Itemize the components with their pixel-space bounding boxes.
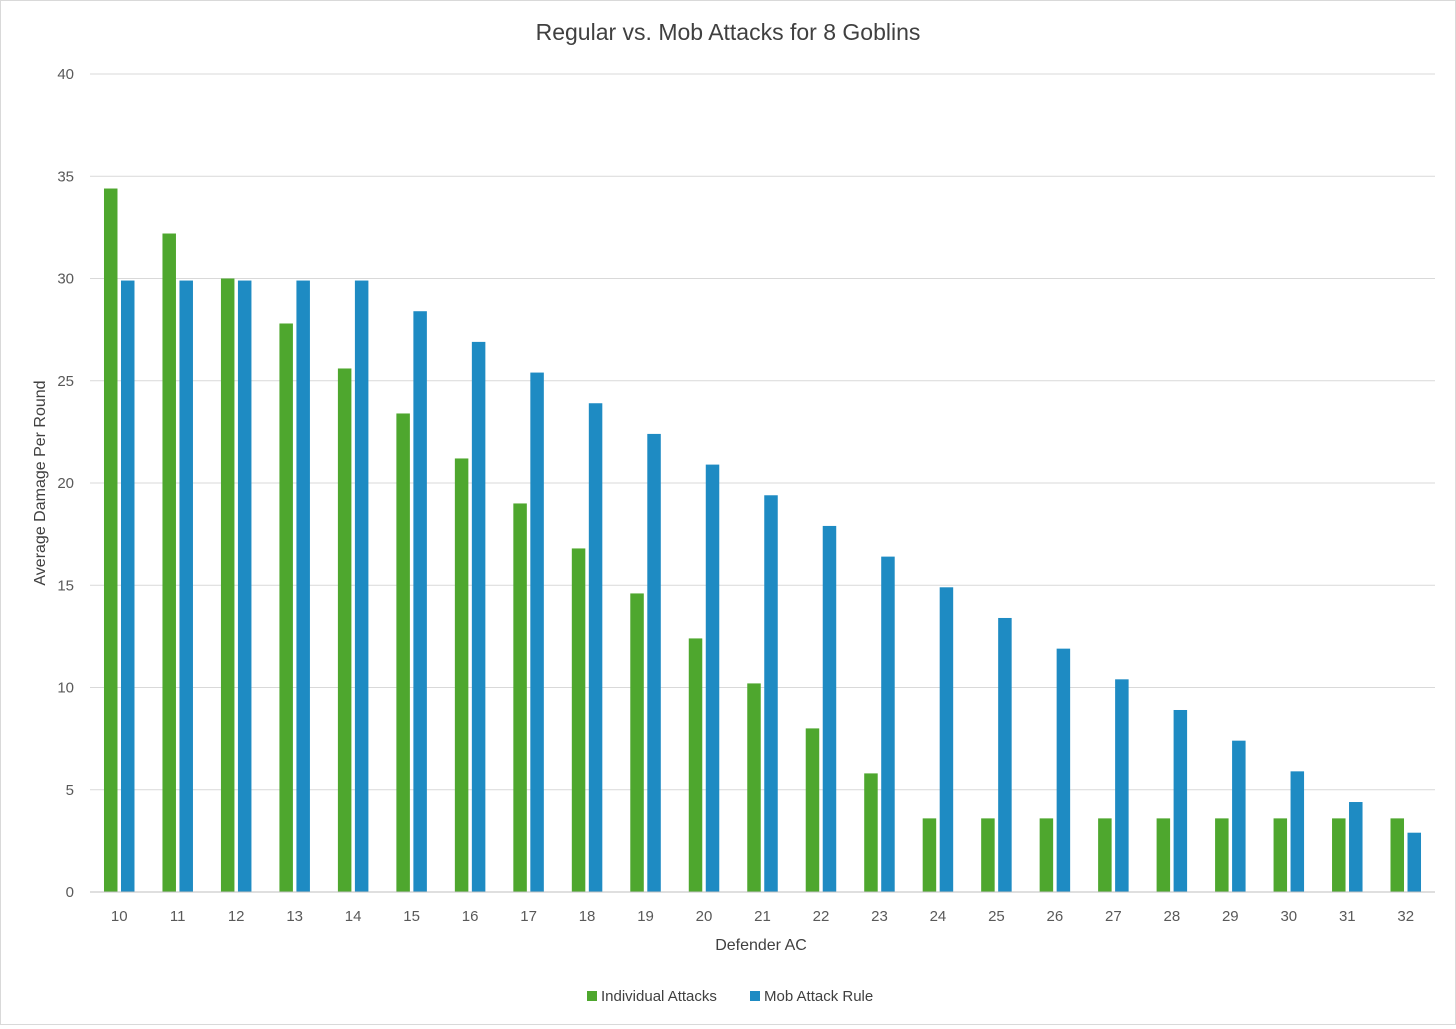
legend-label-mob-attack-rule: Mob Attack Rule (764, 988, 873, 1005)
x-tick-label: 20 (696, 908, 713, 925)
bar-mob-attack-rule-18 (588, 403, 603, 892)
bar-mob-attack-rule-23 (881, 556, 895, 892)
y-tick-label: 20 (57, 475, 74, 492)
bar-mob-attack-rule-26 (1056, 648, 1071, 892)
bar-individual-attacks-29 (1215, 818, 1229, 892)
bar-mob-attack-rule-17 (530, 372, 544, 892)
bar-mob-attack-rule-32 (1407, 832, 1422, 892)
y-tick-label: 25 (57, 373, 74, 390)
x-tick-label: 15 (403, 908, 420, 925)
bar-individual-attacks-12 (220, 278, 235, 892)
bar-individual-attacks-15 (396, 413, 410, 892)
y-tick-label: 30 (57, 271, 74, 288)
bars (103, 188, 1422, 893)
x-tick-label: 19 (637, 908, 654, 925)
bar-mob-attack-rule-19 (647, 433, 661, 892)
x-tick-label: 26 (1047, 908, 1064, 925)
x-tick-label: 31 (1339, 908, 1356, 925)
y-axis-title: Average Damage Per Round (32, 380, 49, 585)
x-tick-label: 32 (1397, 908, 1414, 925)
bar-mob-attack-rule-24 (939, 587, 954, 892)
x-tick-label: 28 (1164, 908, 1181, 925)
bar-individual-attacks-19 (630, 593, 644, 892)
bar-mob-attack-rule-29 (1232, 740, 1246, 892)
bar-mob-attack-rule-14 (354, 280, 369, 892)
bar-mob-attack-rule-31 (1349, 802, 1363, 892)
bar-individual-attacks-11 (162, 233, 176, 892)
bar-mob-attack-rule-11 (179, 280, 193, 892)
bar-mob-attack-rule-10 (120, 280, 135, 892)
bar-individual-attacks-18 (571, 548, 586, 892)
x-tick-label: 11 (170, 908, 186, 925)
bar-individual-attacks-14 (337, 368, 352, 893)
bar-individual-attacks-25 (981, 818, 995, 892)
axes: 0 5 10 15 20 25 30 35 40 10 11 12 13 14 15 16 17 18 19 20 21… (57, 66, 1435, 925)
bar-individual-attacks-17 (513, 503, 527, 892)
bar-individual-attacks-22 (805, 728, 820, 892)
bar-individual-attacks-26 (1039, 818, 1054, 892)
x-tick-label: 25 (988, 908, 1005, 925)
legend: Individual Attacks Mob Attack Rule (587, 988, 873, 1005)
x-tick-label: 12 (228, 908, 245, 925)
x-tick-label: 10 (111, 908, 128, 925)
gridlines (90, 73, 1435, 791)
bar-individual-attacks-31 (1332, 818, 1346, 892)
bar-individual-attacks-21 (747, 683, 761, 892)
bar-individual-attacks-28 (1156, 818, 1171, 892)
bar-individual-attacks-23 (864, 773, 878, 892)
bar-mob-attack-rule-28 (1173, 709, 1188, 892)
bar-individual-attacks-10 (103, 188, 118, 892)
bar-individual-attacks-30 (1273, 818, 1288, 892)
x-tick-label: 29 (1222, 908, 1239, 925)
bar-mob-attack-rule-27 (1115, 679, 1129, 892)
bar-mob-attack-rule-15 (413, 311, 427, 893)
x-tick-label: 17 (520, 908, 537, 925)
x-axis-title: Defender AC (715, 937, 807, 954)
x-tick-label: 13 (286, 908, 303, 925)
bar-mob-attack-rule-20 (705, 464, 720, 892)
y-tick-label: 5 (66, 782, 74, 799)
x-tick-label: 22 (813, 908, 830, 925)
x-tick-label: 27 (1105, 908, 1122, 925)
bar-mob-attack-rule-13 (296, 280, 310, 892)
bar-individual-attacks-24 (922, 818, 937, 892)
x-tick-label: 21 (754, 908, 771, 925)
bar-mob-attack-rule-21 (764, 495, 778, 892)
legend-swatch-individual-attacks (587, 991, 597, 1001)
y-tick-label: 40 (57, 66, 74, 83)
bar-individual-attacks-13 (279, 323, 293, 892)
bar-individual-attacks-32 (1390, 818, 1405, 892)
x-tick-label: 23 (871, 908, 888, 925)
y-tick-label: 15 (57, 577, 74, 594)
bar-mob-attack-rule-16 (471, 341, 486, 892)
x-tick-label: 24 (930, 908, 947, 925)
y-tick-label: 0 (66, 884, 74, 901)
bar-individual-attacks-16 (454, 458, 469, 892)
legend-swatch-mob-attack-rule (750, 991, 760, 1001)
bar-mob-attack-rule-30 (1290, 771, 1305, 892)
x-tick-label: 30 (1280, 908, 1297, 925)
y-tick-label: 10 (57, 680, 74, 697)
y-tick-label: 35 (57, 168, 74, 185)
chart-title: Regular vs. Mob Attacks for 8 Goblins (536, 19, 921, 45)
bar-mob-attack-rule-12 (237, 280, 252, 892)
bar-mob-attack-rule-25 (998, 617, 1012, 892)
legend-label-individual-attacks: Individual Attacks (601, 988, 717, 1005)
x-tick-label: 16 (462, 908, 479, 925)
bar-individual-attacks-27 (1098, 818, 1112, 892)
x-tick-label: 14 (345, 908, 362, 925)
bar-individual-attacks-20 (688, 638, 703, 892)
x-tick-label: 18 (579, 908, 596, 925)
bar-mob-attack-rule-22 (822, 525, 837, 892)
